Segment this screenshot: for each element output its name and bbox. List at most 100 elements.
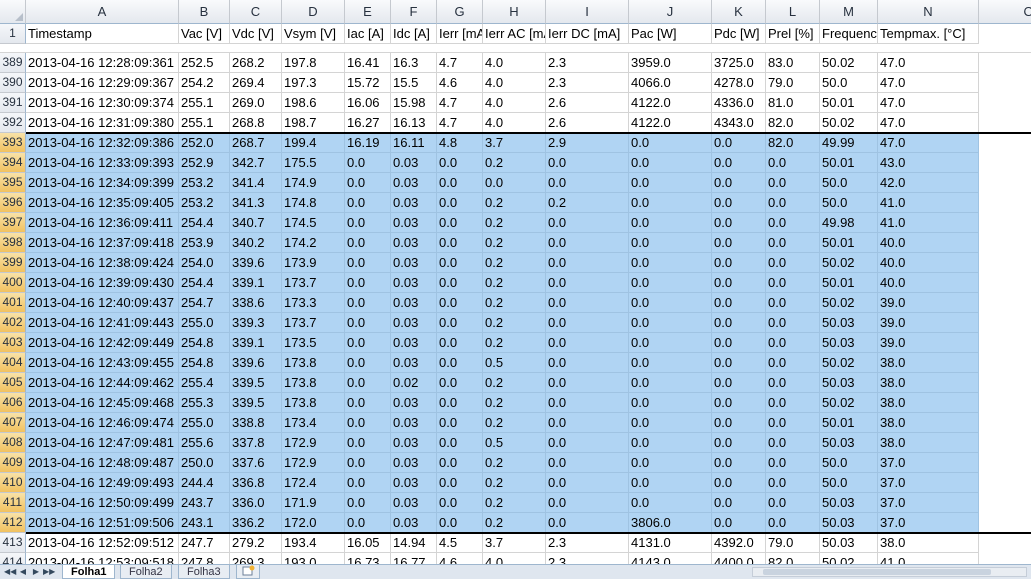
cell[interactable]: 2013-04-16 12:37:09:418 bbox=[26, 233, 179, 253]
cell[interactable]: 0.0 bbox=[437, 373, 483, 393]
cell[interactable]: 198.6 bbox=[282, 93, 345, 113]
cell[interactable]: 0.2 bbox=[483, 373, 546, 393]
cell[interactable]: 16.13 bbox=[391, 113, 437, 133]
cell[interactable]: 2013-04-16 12:40:09:437 bbox=[26, 293, 179, 313]
cell[interactable]: 0.0 bbox=[712, 193, 766, 213]
cell[interactable]: 0.03 bbox=[391, 353, 437, 373]
cell[interactable]: 0.0 bbox=[546, 253, 629, 273]
cell[interactable]: 0.0 bbox=[345, 293, 391, 313]
cell[interactable]: 50.02 bbox=[820, 53, 878, 73]
cell[interactable]: 50.03 bbox=[820, 533, 878, 553]
row-number[interactable]: 404 bbox=[0, 353, 26, 373]
cell[interactable]: 0.0 bbox=[629, 253, 712, 273]
column-title-cell[interactable]: Tempmax. [°C] bbox=[878, 24, 979, 44]
cell[interactable]: 49.98 bbox=[820, 213, 878, 233]
cell[interactable]: 4.0 bbox=[483, 113, 546, 133]
cell[interactable]: 339.5 bbox=[230, 393, 282, 413]
cell[interactable]: 199.4 bbox=[282, 133, 345, 153]
cell[interactable]: 172.0 bbox=[282, 513, 345, 533]
cell[interactable]: 0.2 bbox=[483, 333, 546, 353]
cell[interactable]: 0.2 bbox=[483, 473, 546, 493]
cell[interactable]: 0.0 bbox=[437, 233, 483, 253]
cell[interactable]: 0.0 bbox=[629, 413, 712, 433]
cell[interactable]: 50.01 bbox=[820, 93, 878, 113]
cell[interactable]: 0.0 bbox=[629, 393, 712, 413]
cell[interactable]: 2013-04-16 12:53:09:518 bbox=[26, 553, 179, 564]
cell[interactable]: 0.0 bbox=[345, 173, 391, 193]
cell[interactable]: 268.2 bbox=[230, 53, 282, 73]
cell[interactable]: 16.3 bbox=[391, 53, 437, 73]
cell[interactable]: 252.9 bbox=[179, 153, 230, 173]
cell[interactable]: 268.8 bbox=[230, 113, 282, 133]
cell[interactable]: 0.0 bbox=[437, 453, 483, 473]
cell[interactable]: 14.94 bbox=[391, 533, 437, 553]
cell[interactable]: 2.9 bbox=[546, 133, 629, 153]
cell[interactable]: 0.0 bbox=[437, 173, 483, 193]
cell[interactable]: 0.2 bbox=[483, 393, 546, 413]
cell[interactable]: 50.03 bbox=[820, 373, 878, 393]
cell[interactable]: 0.0 bbox=[629, 153, 712, 173]
cell[interactable]: 16.11 bbox=[391, 133, 437, 153]
cell[interactable]: 336.2 bbox=[230, 513, 282, 533]
column-title-cell[interactable]: Pac [W] bbox=[629, 24, 712, 44]
cell[interactable]: 0.0 bbox=[546, 313, 629, 333]
cell[interactable]: 50.03 bbox=[820, 433, 878, 453]
cell[interactable]: 172.9 bbox=[282, 453, 345, 473]
cell[interactable]: 269.0 bbox=[230, 93, 282, 113]
row-number[interactable]: 1 bbox=[0, 24, 26, 44]
cell[interactable]: 339.6 bbox=[230, 353, 282, 373]
cell[interactable]: 0.2 bbox=[483, 153, 546, 173]
cell[interactable]: 0.2 bbox=[483, 253, 546, 273]
cell[interactable]: 0.0 bbox=[345, 153, 391, 173]
cell[interactable]: 174.8 bbox=[282, 193, 345, 213]
cell[interactable]: 50.03 bbox=[820, 313, 878, 333]
cell[interactable]: 47.0 bbox=[878, 93, 979, 113]
cell[interactable]: 0.2 bbox=[483, 193, 546, 213]
cell[interactable]: 15.72 bbox=[345, 73, 391, 93]
row-number[interactable]: 398 bbox=[0, 233, 26, 253]
cell[interactable]: 0.0 bbox=[712, 493, 766, 513]
column-header-e[interactable]: E bbox=[345, 0, 391, 24]
cell[interactable]: 0.0 bbox=[766, 253, 820, 273]
cell[interactable]: 81.0 bbox=[766, 93, 820, 113]
select-all-corner[interactable] bbox=[0, 0, 26, 24]
cell[interactable]: 0.0 bbox=[345, 273, 391, 293]
cell[interactable]: 0.0 bbox=[437, 393, 483, 413]
cell[interactable]: 0.0 bbox=[629, 473, 712, 493]
cell[interactable]: 0.0 bbox=[345, 513, 391, 533]
cell[interactable]: 0.0 bbox=[546, 373, 629, 393]
row-number[interactable]: 397 bbox=[0, 213, 26, 233]
cell[interactable]: 2013-04-16 12:38:09:424 bbox=[26, 253, 179, 273]
cell[interactable]: 0.0 bbox=[437, 473, 483, 493]
cell[interactable]: 50.0 bbox=[820, 453, 878, 473]
cell[interactable]: 0.0 bbox=[546, 273, 629, 293]
cell[interactable]: 2013-04-16 12:31:09:380 bbox=[26, 113, 179, 133]
cell[interactable]: 2013-04-16 12:50:09:499 bbox=[26, 493, 179, 513]
row-number[interactable]: 395 bbox=[0, 173, 26, 193]
column-title-cell[interactable]: Ierr DC [mA] bbox=[546, 24, 629, 44]
row-number[interactable]: 402 bbox=[0, 313, 26, 333]
cell[interactable]: 38.0 bbox=[878, 533, 979, 553]
cell[interactable]: 0.2 bbox=[483, 273, 546, 293]
cell[interactable]: 0.0 bbox=[712, 213, 766, 233]
cell[interactable]: 0.2 bbox=[483, 233, 546, 253]
cell[interactable]: 255.1 bbox=[179, 93, 230, 113]
cell[interactable]: 0.0 bbox=[712, 513, 766, 533]
cell[interactable]: 47.0 bbox=[878, 113, 979, 133]
column-title-cell[interactable]: Pdc [W] bbox=[712, 24, 766, 44]
tab-folha2[interactable]: Folha2 bbox=[120, 565, 172, 579]
cell[interactable]: 254.4 bbox=[179, 273, 230, 293]
row-number[interactable]: 406 bbox=[0, 393, 26, 413]
cell[interactable]: 243.7 bbox=[179, 493, 230, 513]
cell[interactable]: 337.6 bbox=[230, 453, 282, 473]
cell[interactable]: 0.03 bbox=[391, 453, 437, 473]
cell[interactable]: 175.5 bbox=[282, 153, 345, 173]
cell[interactable]: 83.0 bbox=[766, 53, 820, 73]
cell[interactable]: 173.7 bbox=[282, 313, 345, 333]
cell[interactable]: 3725.0 bbox=[712, 53, 766, 73]
cell[interactable]: 0.2 bbox=[483, 513, 546, 533]
column-title-cell[interactable]: Ierr AC [mA] bbox=[483, 24, 546, 44]
cell[interactable]: 50.02 bbox=[820, 553, 878, 564]
cell[interactable]: 50.0 bbox=[820, 73, 878, 93]
cell[interactable]: 0.0 bbox=[629, 313, 712, 333]
